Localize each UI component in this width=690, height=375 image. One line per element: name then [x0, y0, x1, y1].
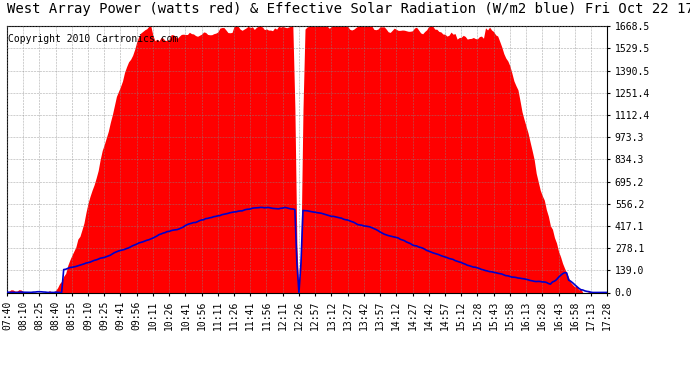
Text: West Array Power (watts red) & Effective Solar Radiation (W/m2 blue) Fri Oct 22 : West Array Power (watts red) & Effective… — [7, 2, 690, 16]
Text: Copyright 2010 Cartronics.com: Copyright 2010 Cartronics.com — [8, 34, 179, 44]
